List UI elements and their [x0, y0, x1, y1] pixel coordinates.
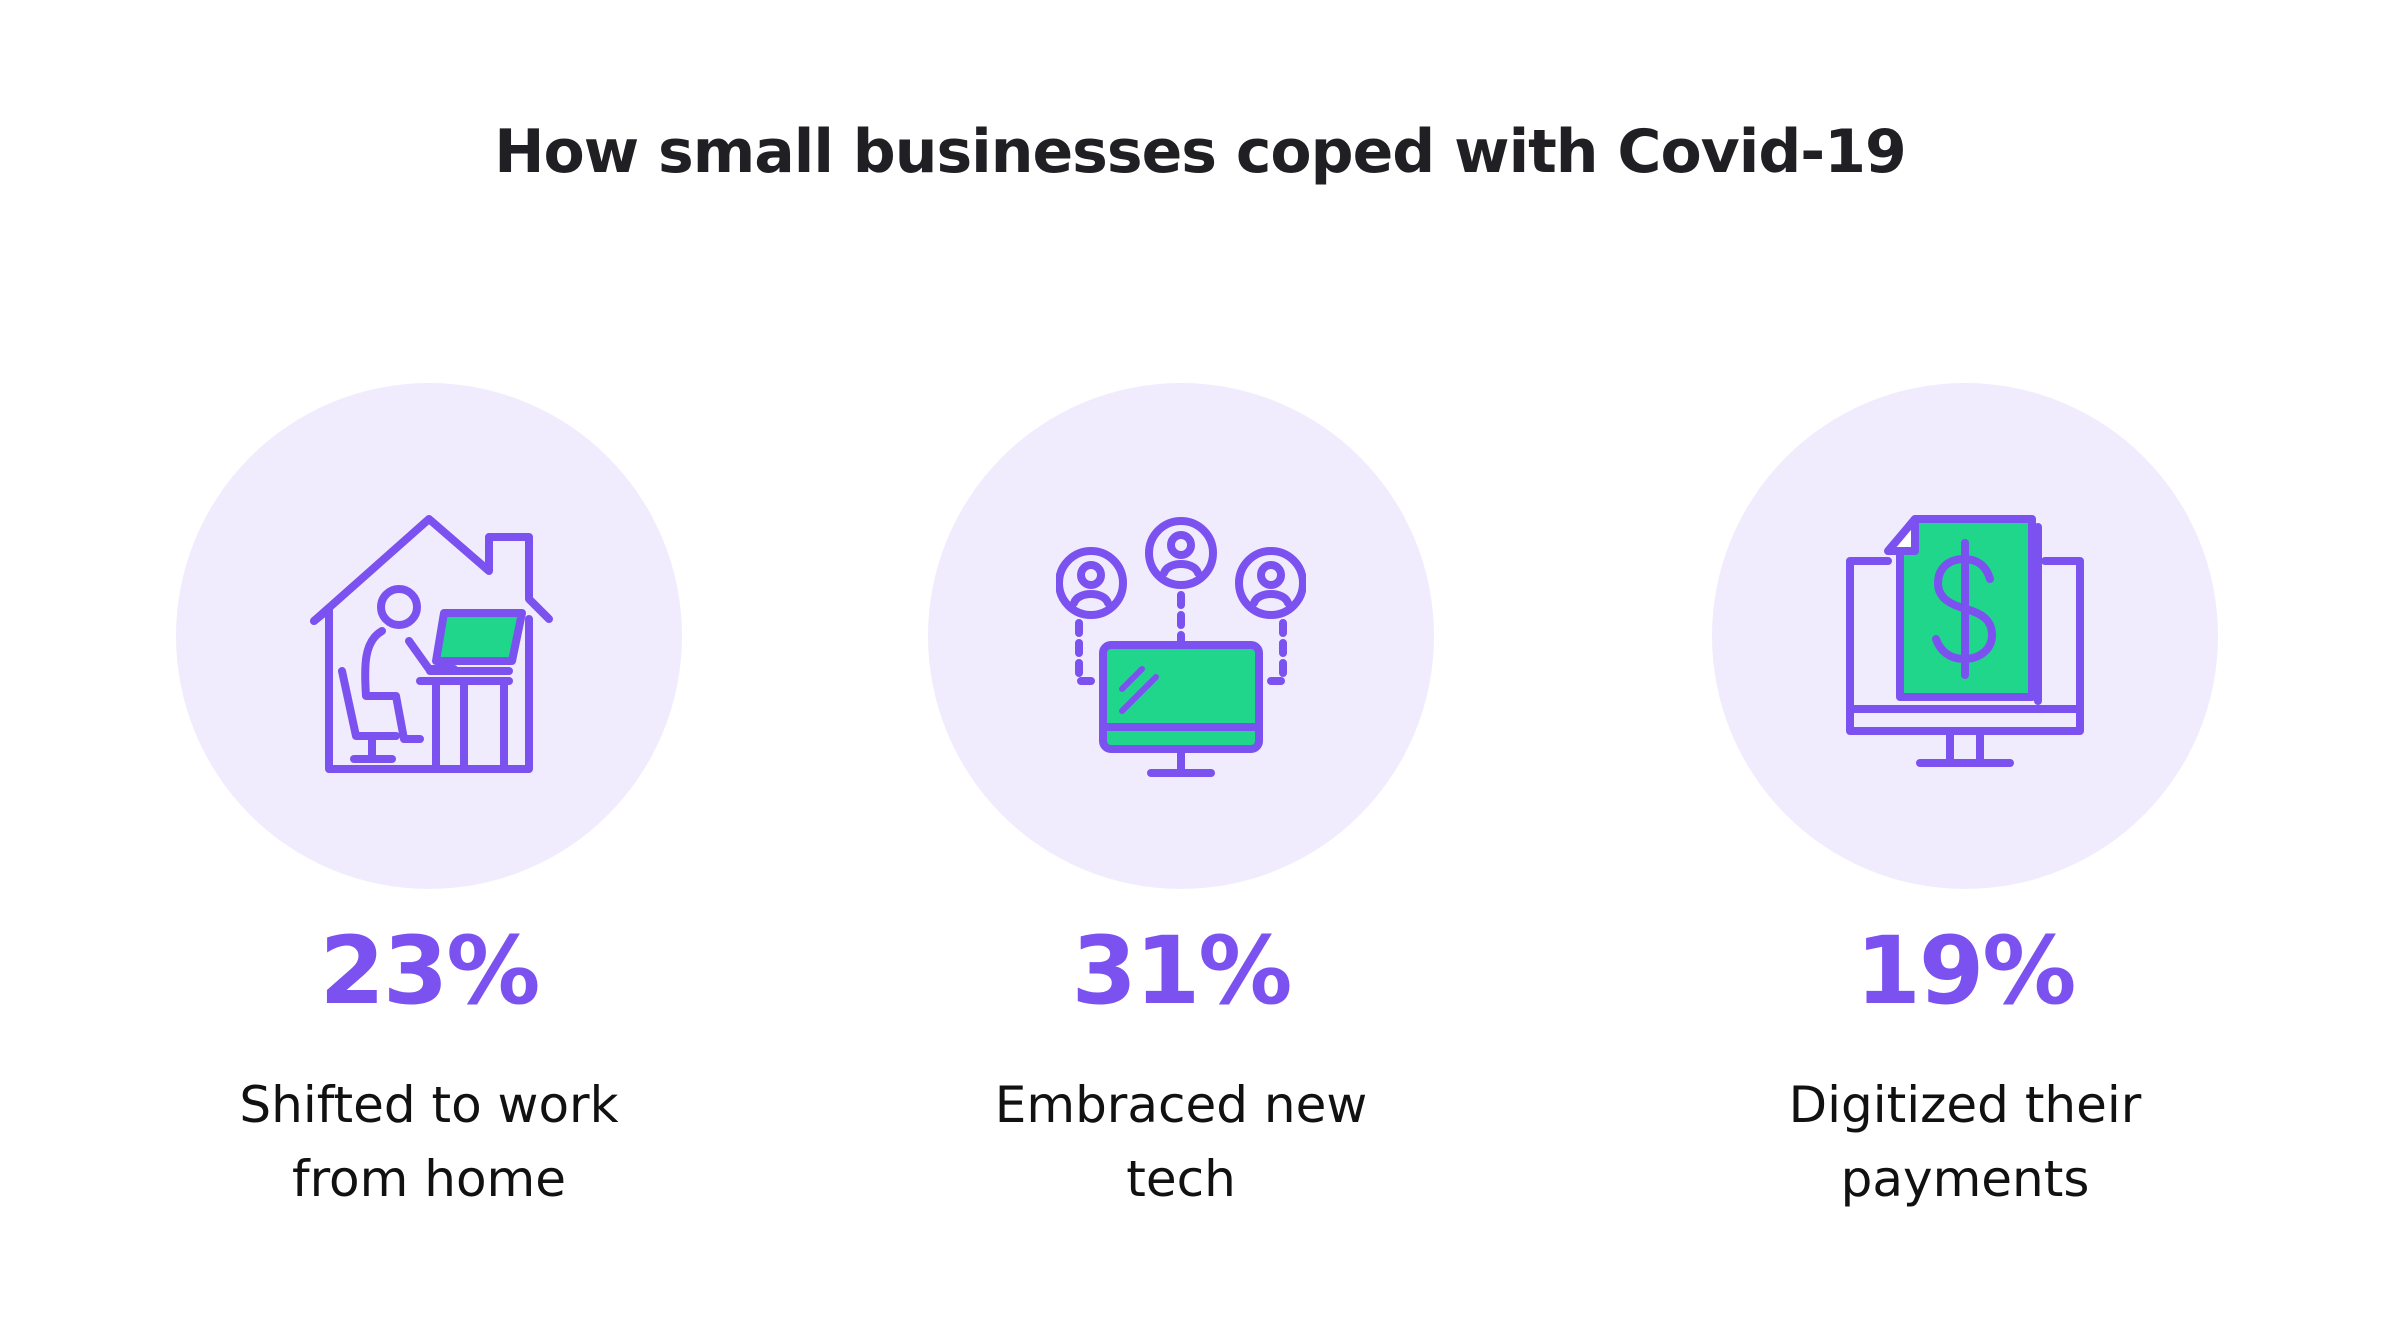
connected-monitor-icon: [1056, 517, 1306, 777]
stat-label: Embraced new tech: [994, 1076, 1368, 1208]
digital-payment-icon: [1846, 515, 2084, 767]
stat-value: 31%: [1071, 917, 1293, 1026]
stat-label: Shifted to work from home: [239, 1076, 619, 1208]
stat-card-work-from-home: 23% Shifted to work from home: [109, 0, 749, 1336]
stat-value: 23%: [319, 917, 541, 1026]
chart-title: How small businesses coped with Covid-19: [494, 117, 1906, 187]
stat-card-digital-payments: 19% Digitized their payments: [1645, 0, 2285, 1336]
stat-value: 19%: [1855, 917, 2077, 1026]
stat-label: Digitized their payments: [1788, 1076, 2142, 1208]
work-from-home-icon: [310, 515, 553, 773]
icon-circle-background: [176, 383, 682, 889]
stat-card-new-tech: 31% Embraced new tech: [861, 0, 1501, 1336]
